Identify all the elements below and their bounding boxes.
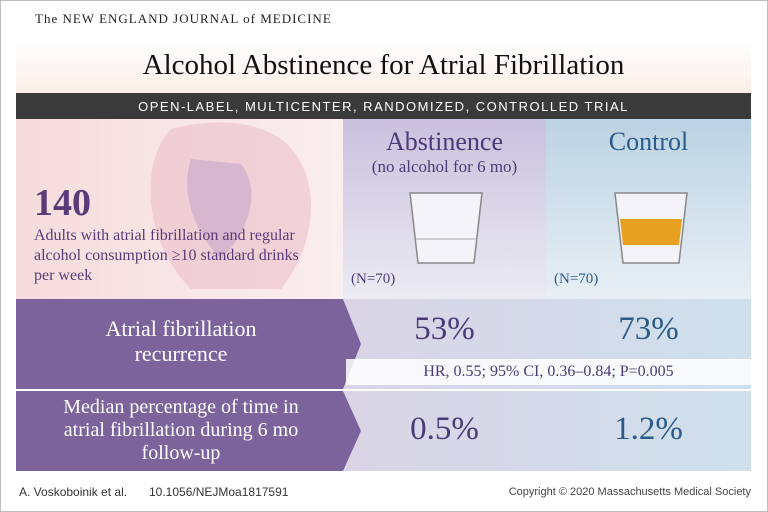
subtitle: OPEN-LABEL, MULTICENTER, RANDOMIZED, CON… <box>138 99 629 114</box>
authors: A. Voskoboinik et al. <box>19 485 128 499</box>
outcome-label-box <box>16 391 361 471</box>
doi: 10.1056/NEJMoa1817591 <box>149 485 289 499</box>
outcome-label-box <box>16 299 361 389</box>
journal-name: The NEW ENGLAND JOURNAL of MEDICINE <box>35 11 332 26</box>
group-detail: (no alcohol for 6 mo) <box>371 157 518 176</box>
statistics: HR, 0.55; 95% CI, 0.36–0.84; P=0.005 <box>423 363 674 380</box>
outcome-label: Median percentage of time in atrial fibr… <box>63 396 299 464</box>
title: Alcohol Abstinence for Atrial Fibrillati… <box>142 49 625 81</box>
group-name: Abstinence <box>386 127 503 156</box>
heart-illustration <box>150 122 311 289</box>
population-description: Adults with atrial fibrillation and regu… <box>34 227 299 284</box>
outcome-value: 73% <box>618 311 679 347</box>
group-n: (N=70) <box>554 271 599 287</box>
copyright: Copyright © 2020 Massachusetts Medical S… <box>508 486 751 498</box>
subtitle-bar <box>16 93 751 119</box>
outcome-value: 0.5% <box>410 411 479 447</box>
group-name: Control <box>608 127 689 156</box>
population-count: 140 <box>34 182 91 224</box>
group-n: (N=70) <box>351 271 396 287</box>
empty-glass <box>409 192 483 264</box>
outcome-value: 53% <box>414 311 475 347</box>
outcome-value: 1.2% <box>614 411 683 447</box>
outcome-label: Atrial fibrillation recurrence <box>105 316 257 366</box>
title-box <box>16 41 751 93</box>
statistics-bar <box>346 359 751 385</box>
drink-glass <box>614 192 688 264</box>
